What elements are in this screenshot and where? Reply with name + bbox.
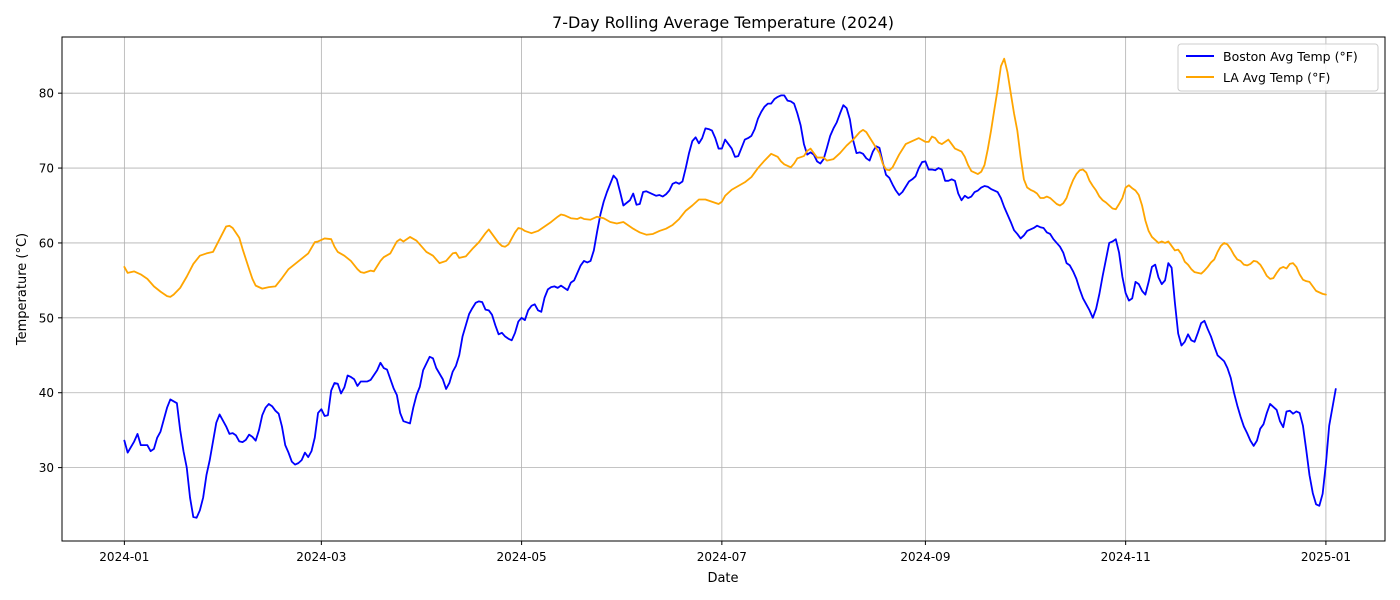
x-tick-label: 2025-01 (1301, 550, 1351, 564)
y-tick-label: 50 (39, 311, 54, 325)
legend-label-boston: Boston Avg Temp (°F) (1223, 49, 1358, 64)
chart-title: 7-Day Rolling Average Temperature (2024) (552, 13, 894, 32)
legend-label-la: LA Avg Temp (°F) (1223, 70, 1330, 85)
x-axis: 2024-01 2024-03 2024-05 2024-07 2024-09 2024-… (99, 541, 1351, 564)
y-tick-label: 40 (39, 386, 54, 400)
x-axis-title: Date (707, 571, 738, 586)
y-axis-title: Temperature (°C) (15, 233, 30, 346)
y-tick-label: 80 (39, 87, 54, 101)
grid-lines (62, 37, 1385, 541)
legend-box (1177, 43, 1379, 92)
x-tick-label: 2024-01 (99, 550, 149, 564)
x-tick-label: 2024-11 (1101, 550, 1151, 564)
x-tick-label: 2024-07 (697, 550, 747, 564)
series-layer (123, 57, 1337, 519)
legend: Boston Avg Temp (°F) LA Avg Temp (°F) (1177, 43, 1379, 92)
y-tick-label: 70 (39, 162, 54, 176)
x-tick-label: 2024-05 (497, 550, 547, 564)
y-tick-label: 30 (39, 461, 54, 475)
x-tick-label: 2024-09 (900, 550, 950, 564)
y-axis: 30 40 50 60 70 80 (39, 87, 62, 475)
x-tick-label: 2024-03 (296, 550, 346, 564)
y-tick-label: 60 (39, 236, 54, 250)
plot-area-frame (61, 36, 1386, 542)
series-line-boston (123, 94, 1337, 519)
series-line-la (123, 57, 1327, 298)
